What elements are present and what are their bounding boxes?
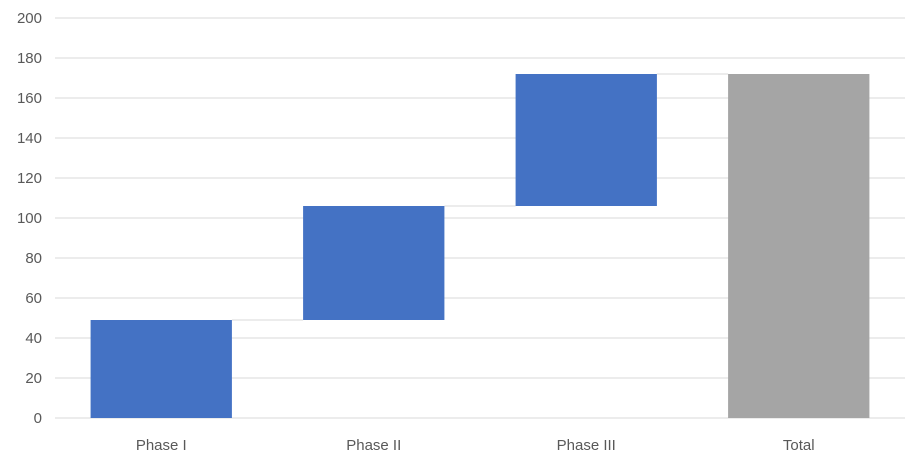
y-tick-label: 20 <box>25 370 42 387</box>
y-axis-tick-labels: 0 20 40 60 80 100 120 140 160 180 200 <box>17 10 42 427</box>
y-tick-label: 80 <box>25 250 42 267</box>
y-tick-label: 60 <box>25 290 42 307</box>
connector-lines <box>231 73 729 321</box>
y-tick-label: 0 <box>34 410 42 427</box>
y-tick-label: 180 <box>17 50 42 67</box>
y-tick-label: 40 <box>25 330 42 347</box>
x-tick-label: Phase II <box>346 437 401 454</box>
y-tick-label: 100 <box>17 210 42 227</box>
y-tick-label: 160 <box>17 90 42 107</box>
increase-bar <box>515 74 657 206</box>
x-tick-label: Total <box>783 437 815 454</box>
bars <box>90 74 870 418</box>
increase-bar <box>303 206 445 320</box>
x-axis-tick-labels: Phase I Phase II Phase III Total <box>136 437 815 454</box>
y-tick-label: 200 <box>17 10 42 27</box>
x-tick-label: Phase I <box>136 437 187 454</box>
total-bar <box>728 74 870 418</box>
increase-bar <box>90 320 232 418</box>
y-tick-label: 120 <box>17 170 42 187</box>
y-tick-label: 140 <box>17 130 42 147</box>
x-tick-label: Phase III <box>557 437 616 454</box>
